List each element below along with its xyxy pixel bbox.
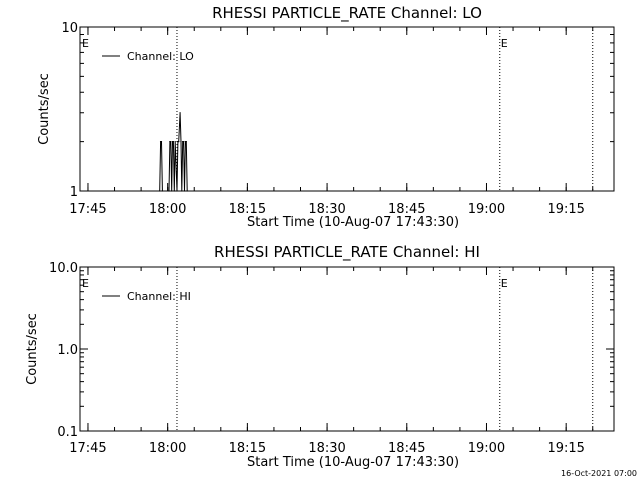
data-point [183,190,186,192]
x-tick-label: 17:45 [69,202,106,217]
data-point [185,141,187,143]
data-point [171,190,173,192]
data-point [174,141,176,143]
x-tick-label: 19:15 [547,202,584,217]
x-axis-label: Start Time (10-Aug-07 17:43:30) [247,455,459,470]
x-axis-label: Start Time (10-Aug-07 17:43:30) [247,215,459,230]
data-point [181,190,183,192]
legend-entry: Channel: LO [127,50,194,63]
data-point [161,190,163,192]
x-tick-label: 18:00 [149,202,186,217]
data-point [178,141,180,143]
corner-label: E [82,37,89,50]
x-tick-label: 17:45 [69,441,106,456]
series-line [159,112,188,192]
x-tick-label: 18:45 [388,202,425,217]
data-point [186,190,188,192]
data-point [160,141,163,143]
footer-timestamp: 16-Oct-2021 07:00 [561,469,637,478]
y-tick-label: 1 [70,185,78,200]
event-marker-label: E [501,277,508,290]
data-point [171,141,174,143]
legend-entry: Channel: HI [127,290,191,303]
x-tick-label: 18:30 [308,441,345,456]
y-tick-label: 10 [61,21,78,36]
data-point [177,141,179,143]
chart-title: RHESSI PARTICLE_RATE Channel: LO [212,4,482,23]
data-point [183,141,185,143]
plot-frame [79,26,615,192]
data-point [173,190,175,192]
data-point [179,112,181,114]
x-tick-label: 18:00 [149,441,186,456]
x-tick-label: 18:15 [229,441,266,456]
data-point [180,141,182,143]
data-point [172,141,175,143]
data-point [159,141,162,143]
data-point [169,141,171,143]
y-axis-label: Counts/sec [25,313,40,385]
data-point [176,190,178,192]
y-tick-label: 0.1 [57,425,78,440]
data-point [182,141,184,143]
y-tick-label: 10.0 [49,261,78,276]
x-tick-label: 19:00 [468,441,505,456]
chart-title: RHESSI PARTICLE_RATE Channel: HI [214,243,480,262]
corner-label: E [82,277,89,290]
event-marker-label: E [501,37,508,50]
y-axis-label: Counts/sec [37,73,52,145]
data-point [184,141,186,143]
x-tick-label: 19:15 [547,441,584,456]
x-tick-label: 18:30 [308,202,345,217]
x-tick-label: 19:00 [468,202,505,217]
x-tick-label: 18:45 [388,441,425,456]
y-tick-label: 1.0 [57,343,78,358]
data-point [170,141,172,143]
x-tick-label: 18:15 [229,202,266,217]
data-point [159,190,161,192]
data-point [168,190,170,192]
